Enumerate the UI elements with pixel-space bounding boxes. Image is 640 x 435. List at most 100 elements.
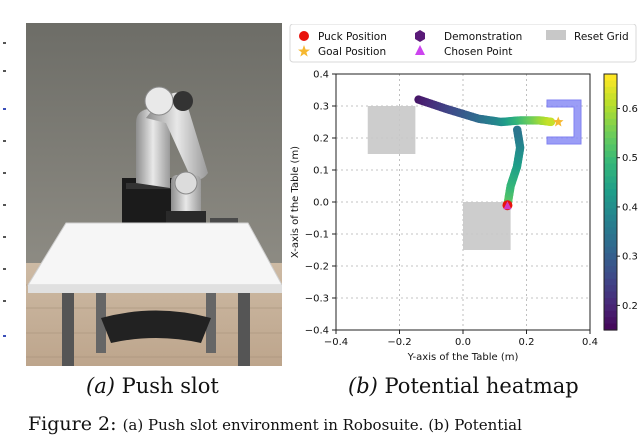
legend-label-chosen-point: Chosen Point: [444, 46, 512, 58]
caption-a: (a) Push slot: [86, 374, 219, 398]
legend-marker-chosen-point-icon: [415, 45, 425, 55]
margin-mark: [3, 42, 6, 44]
y-tick-label: 0.3: [313, 102, 329, 113]
table-leg: [238, 293, 250, 366]
margin-mark: [3, 236, 6, 238]
legend: Puck Position Demonstration Reset Grid G…: [298, 30, 629, 58]
colorbar-frame: [603, 73, 618, 331]
y-tick-label: −0.1: [305, 230, 329, 241]
x-axis-label: Y-axis of the Table (m): [407, 352, 519, 363]
colorbar-tick-label: 0.6: [622, 104, 638, 115]
legend-label-goal: Goal Position: [318, 46, 386, 58]
y-tick-label: −0.4: [305, 326, 329, 337]
position-markers: [502, 116, 564, 211]
y-axis-label: X-axis of the Table (m): [290, 146, 301, 258]
colorbar-segment: [604, 298, 617, 305]
colorbar-tick-label: 0.3: [622, 252, 638, 263]
colorbar-segment: [604, 266, 617, 273]
colorbar-segment: [604, 182, 617, 190]
legend-marker-reset-grid-icon: [546, 30, 566, 40]
colorbar-segment: [604, 157, 617, 165]
colorbar-segment: [604, 285, 617, 293]
colorbar-segment: [604, 214, 617, 222]
margin-mark: [3, 108, 6, 110]
legend-marker-demonstration-icon: [415, 30, 425, 42]
reset-grid-region: [463, 202, 511, 250]
colorbar-segment: [604, 138, 617, 145]
x-tick-label: −0.4: [324, 337, 348, 348]
reset-grid-regions: [367, 106, 511, 250]
colorbar-segment: [604, 86, 617, 94]
colorbar-segment: [604, 99, 617, 107]
goal-position-marker: [553, 116, 564, 127]
demonstration-point: [546, 117, 556, 127]
figure-caption-prefix: Figure 2:: [28, 413, 117, 435]
margin-mark: [3, 140, 6, 142]
slot-outline: [546, 99, 582, 145]
table-top: [27, 222, 282, 286]
colorbar-segment: [604, 189, 617, 197]
legend-marker-puck-icon: [299, 31, 309, 41]
margin-mark: [3, 172, 6, 174]
demonstration-paths: [414, 95, 556, 210]
colorbar: 0.6 0.5 0.4 0.3 0.2: [603, 73, 638, 331]
legend-label-puck: Puck Position: [318, 31, 387, 43]
caption-b-label: (b): [348, 374, 378, 398]
colorbar-segment: [604, 93, 617, 101]
colorbar-segment: [604, 150, 617, 158]
colorbar-segment: [604, 227, 617, 235]
x-tick-label: −0.2: [387, 337, 411, 348]
slot-shape: [546, 99, 582, 145]
colorbar-segment: [604, 221, 617, 229]
demonstration-point: [513, 125, 522, 134]
colorbar-segment: [604, 323, 617, 331]
colorbar-segment: [604, 317, 617, 325]
margin-mark: [3, 268, 6, 270]
colorbar-segment: [604, 144, 617, 152]
legend-marker-goal-icon: [298, 45, 310, 57]
colorbar-segment: [604, 125, 617, 133]
colorbar-tick-label: 0.4: [622, 202, 638, 213]
colorbar-tick-label: 0.5: [622, 153, 638, 164]
colorbar-segment: [604, 253, 617, 261]
table-leg: [62, 293, 74, 366]
margin-mark: [3, 204, 6, 206]
robot-joint: [144, 86, 174, 116]
robot-mount: [101, 310, 211, 343]
caption-b: (b) Potential heatmap: [348, 374, 579, 398]
colorbar-segment: [604, 208, 617, 216]
colorbar-segment: [604, 170, 617, 177]
colorbar-segment: [604, 234, 617, 241]
y-tick-label: −0.3: [305, 294, 329, 305]
table-edge: [28, 285, 282, 293]
y-tick-label: 0.1: [313, 166, 329, 177]
colorbar-segment: [604, 74, 617, 81]
y-tick-label: 0.4: [313, 70, 329, 81]
reset-grid-region: [367, 106, 416, 154]
figure-caption: Figure 2: (a) Push slot environment in R…: [28, 413, 522, 435]
colorbar-segment: [604, 202, 617, 209]
colorbar-segment: [604, 278, 617, 286]
legend-label-reset-grid: Reset Grid: [574, 31, 629, 43]
axis-ticks: −0.4 −0.2 0.0 0.2 0.4 0.4 0.3 0.2 0.1 0.0 −0.1 −0.2…: [305, 70, 598, 349]
colorbar-segment: [604, 304, 617, 312]
colorbar-segment: [604, 272, 617, 280]
x-tick-label: 0.4: [582, 337, 598, 348]
table-leg: [96, 293, 106, 353]
chosen-point-marker: [503, 201, 512, 210]
colorbar-segment: [604, 106, 617, 113]
left-margin-marks: [0, 0, 16, 380]
table-leg: [206, 293, 216, 353]
caption-a-text: Push slot: [121, 374, 219, 398]
gripper: [166, 211, 206, 223]
y-tick-label: −0.2: [305, 262, 329, 273]
robot-joint: [173, 91, 193, 111]
caption-b-text: Potential heatmap: [384, 374, 579, 398]
robot-joint: [174, 171, 198, 195]
colorbar-segment: [604, 112, 617, 120]
margin-mark: [3, 70, 6, 72]
colorbar-tick-label: 0.2: [622, 301, 638, 312]
figure-caption-text: (a) Push slot environment in Robosuite. …: [122, 416, 522, 434]
colorbar-segment: [604, 259, 617, 267]
